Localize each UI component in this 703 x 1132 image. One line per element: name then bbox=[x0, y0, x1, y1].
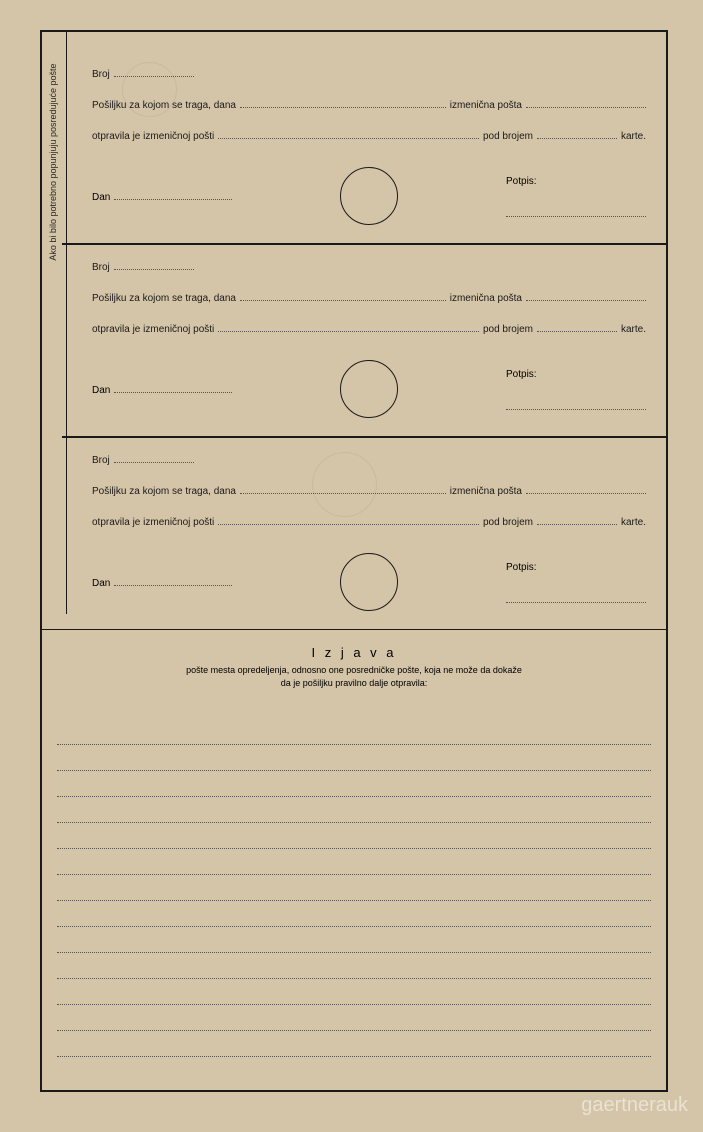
fill-line bbox=[218, 322, 479, 332]
izjava-subtitle: pošte mesta opredeljenja, odnosno one po… bbox=[52, 664, 656, 689]
otpravila-label: otpravila je izmeničnoj pošti bbox=[92, 324, 214, 335]
dan-label: Dan bbox=[92, 192, 110, 203]
fill-line bbox=[526, 291, 646, 301]
writing-line bbox=[57, 823, 651, 849]
form-content: Broj Pošiljku za kojom se traga, dana iz… bbox=[72, 32, 666, 630]
writing-line bbox=[57, 849, 651, 875]
potpis-label: Potpis: bbox=[506, 562, 537, 573]
writing-line bbox=[57, 901, 651, 927]
fill-line bbox=[114, 260, 194, 270]
writing-lines-area bbox=[42, 719, 666, 1072]
podbrojem-label: pod brojem bbox=[483, 131, 533, 142]
fill-line bbox=[240, 98, 446, 108]
signature-line bbox=[506, 400, 646, 410]
stamp-circle bbox=[340, 360, 398, 418]
broj-label: Broj bbox=[92, 262, 110, 273]
writing-line bbox=[57, 1005, 651, 1031]
izmenicna-label: izmenična pošta bbox=[450, 100, 522, 111]
fill-line bbox=[114, 383, 232, 393]
karte-label: karte. bbox=[621, 324, 646, 335]
form-page: Ako bi bilo potrebno popunjuju posreduju… bbox=[40, 30, 668, 1092]
stamp-circle bbox=[340, 167, 398, 225]
writing-line bbox=[57, 979, 651, 1005]
writing-line bbox=[57, 797, 651, 823]
stamp-mark bbox=[312, 452, 377, 517]
fill-line bbox=[537, 129, 617, 139]
routing-section-2: Broj Pošiljku za kojom se traga, dana iz… bbox=[92, 245, 646, 436]
side-label: Ako bi bilo potrebno popunjuju posreduju… bbox=[48, 12, 58, 312]
potpis-label: Potpis: bbox=[506, 369, 537, 380]
podbrojem-label: pod brojem bbox=[483, 517, 533, 528]
writing-line bbox=[57, 875, 651, 901]
fill-line bbox=[114, 190, 232, 200]
posiljku-label: Pošiljku za kojom se traga, dana bbox=[92, 293, 236, 304]
karte-label: karte. bbox=[621, 517, 646, 528]
signature-line bbox=[506, 593, 646, 603]
izjava-title: I z j a v a bbox=[52, 645, 656, 660]
broj-label: Broj bbox=[92, 69, 110, 80]
karte-label: karte. bbox=[621, 131, 646, 142]
stamp-mark bbox=[122, 62, 177, 117]
broj-label: Broj bbox=[92, 455, 110, 466]
watermark-text: gaertnerauk bbox=[581, 1094, 688, 1117]
otpravila-label: otpravila je izmeničnoj pošti bbox=[92, 517, 214, 528]
posiljku-label: Pošiljku za kojom se traga, dana bbox=[92, 486, 236, 497]
fill-line bbox=[537, 322, 617, 332]
writing-line bbox=[57, 927, 651, 953]
fill-line bbox=[526, 484, 646, 494]
fill-line bbox=[218, 129, 479, 139]
dan-label: Dan bbox=[92, 385, 110, 396]
izmenicna-label: izmenična pošta bbox=[450, 293, 522, 304]
potpis-label: Potpis: bbox=[506, 176, 537, 187]
podbrojem-label: pod brojem bbox=[483, 324, 533, 335]
fill-line bbox=[114, 453, 194, 463]
declaration-section: I z j a v a pošte mesta opredeljenja, od… bbox=[42, 630, 666, 719]
fill-line bbox=[240, 291, 446, 301]
writing-line bbox=[57, 745, 651, 771]
fill-line bbox=[537, 515, 617, 525]
side-divider bbox=[66, 32, 67, 614]
dan-label: Dan bbox=[92, 578, 110, 589]
writing-line bbox=[57, 771, 651, 797]
writing-line bbox=[57, 953, 651, 979]
signature-line bbox=[506, 207, 646, 217]
stamp-circle bbox=[340, 553, 398, 611]
writing-line bbox=[57, 719, 651, 745]
fill-line bbox=[114, 576, 232, 586]
otpravila-label: otpravila je izmeničnoj pošti bbox=[92, 131, 214, 142]
izmenicna-label: izmenična pošta bbox=[450, 486, 522, 497]
fill-line bbox=[526, 98, 646, 108]
writing-line bbox=[57, 1031, 651, 1057]
